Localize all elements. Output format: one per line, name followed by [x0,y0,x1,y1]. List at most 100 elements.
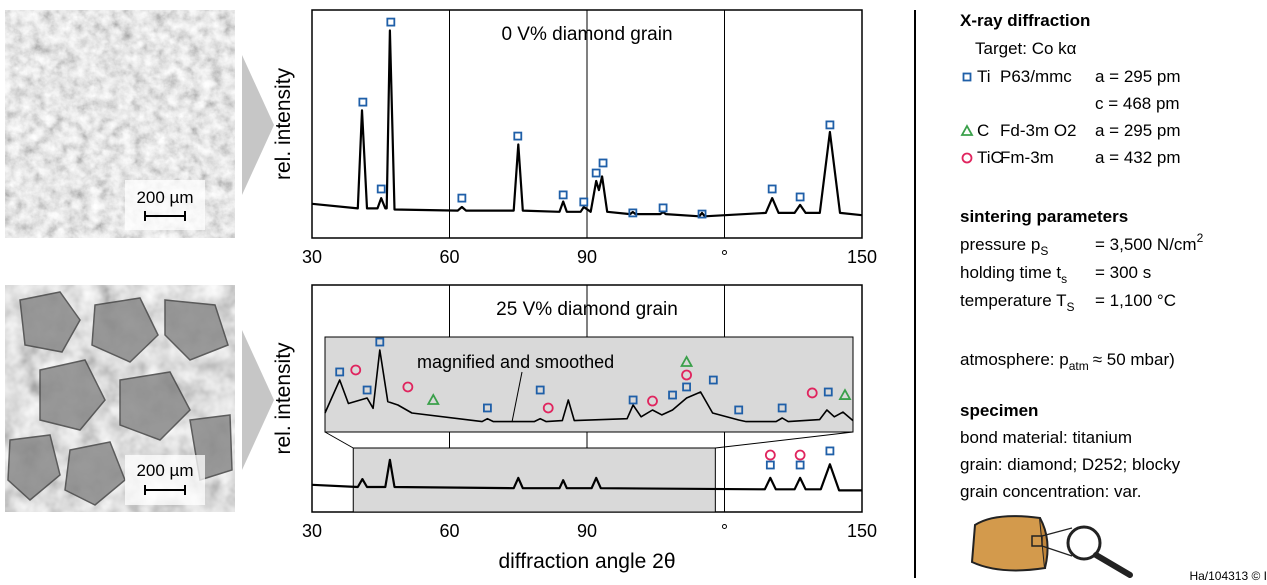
text: atmosphere: p [960,350,1069,369]
arrow [242,330,274,470]
marker-triangle [426,393,440,405]
marker-square [598,158,608,168]
marker-square [668,390,677,400]
marker-square [591,168,601,178]
marker-square [734,405,744,415]
arrow [242,55,274,195]
lattice-parameter: a = 432 pm [1095,148,1181,167]
lattice-parameter: a = 295 pm [1095,121,1181,140]
text: 2 [1197,231,1204,245]
zoom-connector [324,431,354,449]
marker-square [358,97,368,107]
marker-circle [794,449,806,461]
phase-name: C [977,121,989,140]
x-tick-label: 150 [847,247,877,267]
marker-square [777,403,787,413]
marker-square [362,385,372,395]
parameter: holding time ts = 300 s [960,263,1151,286]
lattice-parameter: a = 295 pm [1095,67,1181,86]
x-tick-label: 150 [847,521,877,541]
text: = 300 s [1095,263,1151,282]
text: s [1061,272,1067,286]
marker-square [682,382,691,392]
marker-square [823,387,833,397]
marker-square [483,403,492,413]
marker-square [795,192,805,202]
phase-name: TiC [977,148,1003,167]
space-group: Fm-3m [1000,148,1054,167]
text: = 3,500 N/cm [1095,235,1197,254]
x-tick-label: 30 [302,247,322,267]
marker-circle [681,369,692,381]
zoom-region [352,447,716,513]
heading: specimen [960,401,1038,420]
zoom-connector [715,431,854,449]
x-tick-label: 30 [302,521,322,541]
heading: sintering parameters [960,207,1128,226]
marker-square [457,193,467,203]
footer: Ha/104313 © I [1189,569,1267,583]
x-axis-label: diffraction angle 2θ [498,550,675,573]
lattice-parameter: c = 468 pm [1095,94,1180,113]
parameter: temperature TS = 1,100 °C [960,291,1176,314]
marker-square [825,120,835,130]
text: atm [1069,359,1089,373]
x-tick-label: 90 [577,521,597,541]
parameter: pressure pS = 3,500 N/cm2 [960,231,1204,258]
x-tick-label: 60 [439,247,459,267]
specimen-line: grain: diamond; D252; blocky [960,455,1181,474]
marker-triangle [680,355,694,367]
marker-square [708,375,718,385]
marker-square [513,131,523,141]
marker-triangle [838,388,852,400]
marker-square [535,385,545,395]
x-tick-label: ° [721,247,728,267]
text: holding time t [960,263,1061,282]
marker-square [795,460,805,470]
text: temperature T [960,291,1066,310]
x-tick-label: 60 [439,521,459,541]
x-tick-label: 90 [577,247,597,267]
space-group: P63/mmc [1000,67,1072,86]
marker-square [765,460,775,470]
marker-square [376,184,386,194]
scale-box: 200 µm 200 µm [125,180,205,505]
text: pressure p [960,235,1040,254]
marker-square [767,184,777,194]
marker-square [375,337,385,347]
heading: X-ray diffraction [960,11,1090,30]
marker-circle [806,387,818,399]
text: S [1066,300,1074,314]
marker-square [628,208,638,218]
parameter: atmosphere: patm ≈ 50 mbar) [960,350,1175,373]
marker-circle [350,364,362,376]
marker-triangle [960,124,974,136]
text: S [1040,244,1048,258]
annotation-leader [511,371,523,423]
phase-name: Ti [977,67,991,86]
inset-label: magnified and smoothed [417,352,614,372]
inset-frame [324,336,854,433]
marker-circle [961,152,973,164]
marker-square [558,190,568,200]
specimen-icon [970,515,1133,578]
marker-square [697,209,707,219]
target: Target: Co kα [975,39,1077,58]
x-tick-label: ° [721,521,728,541]
marker-square [335,367,345,377]
scale-label: 200 µm [136,188,193,207]
text: ≈ 50 mbar) [1093,350,1175,369]
marker-circle [764,449,776,461]
spectrum-line [311,29,863,218]
specimen-line: bond material: titanium [960,428,1132,447]
inset-line [324,349,854,423]
text: = 1,100 °C [1095,291,1176,310]
scale-label: 200 µm [136,461,193,480]
sem-image-bottom [5,285,235,512]
parameters-panel: X-ray diffraction Target: Co kα sinterin… [960,11,1267,583]
y-axis-label: rel. intensity [272,67,295,180]
space-group: Fd-3m O2 [1000,121,1077,140]
marker-square [962,72,972,82]
marker-square [825,446,835,456]
